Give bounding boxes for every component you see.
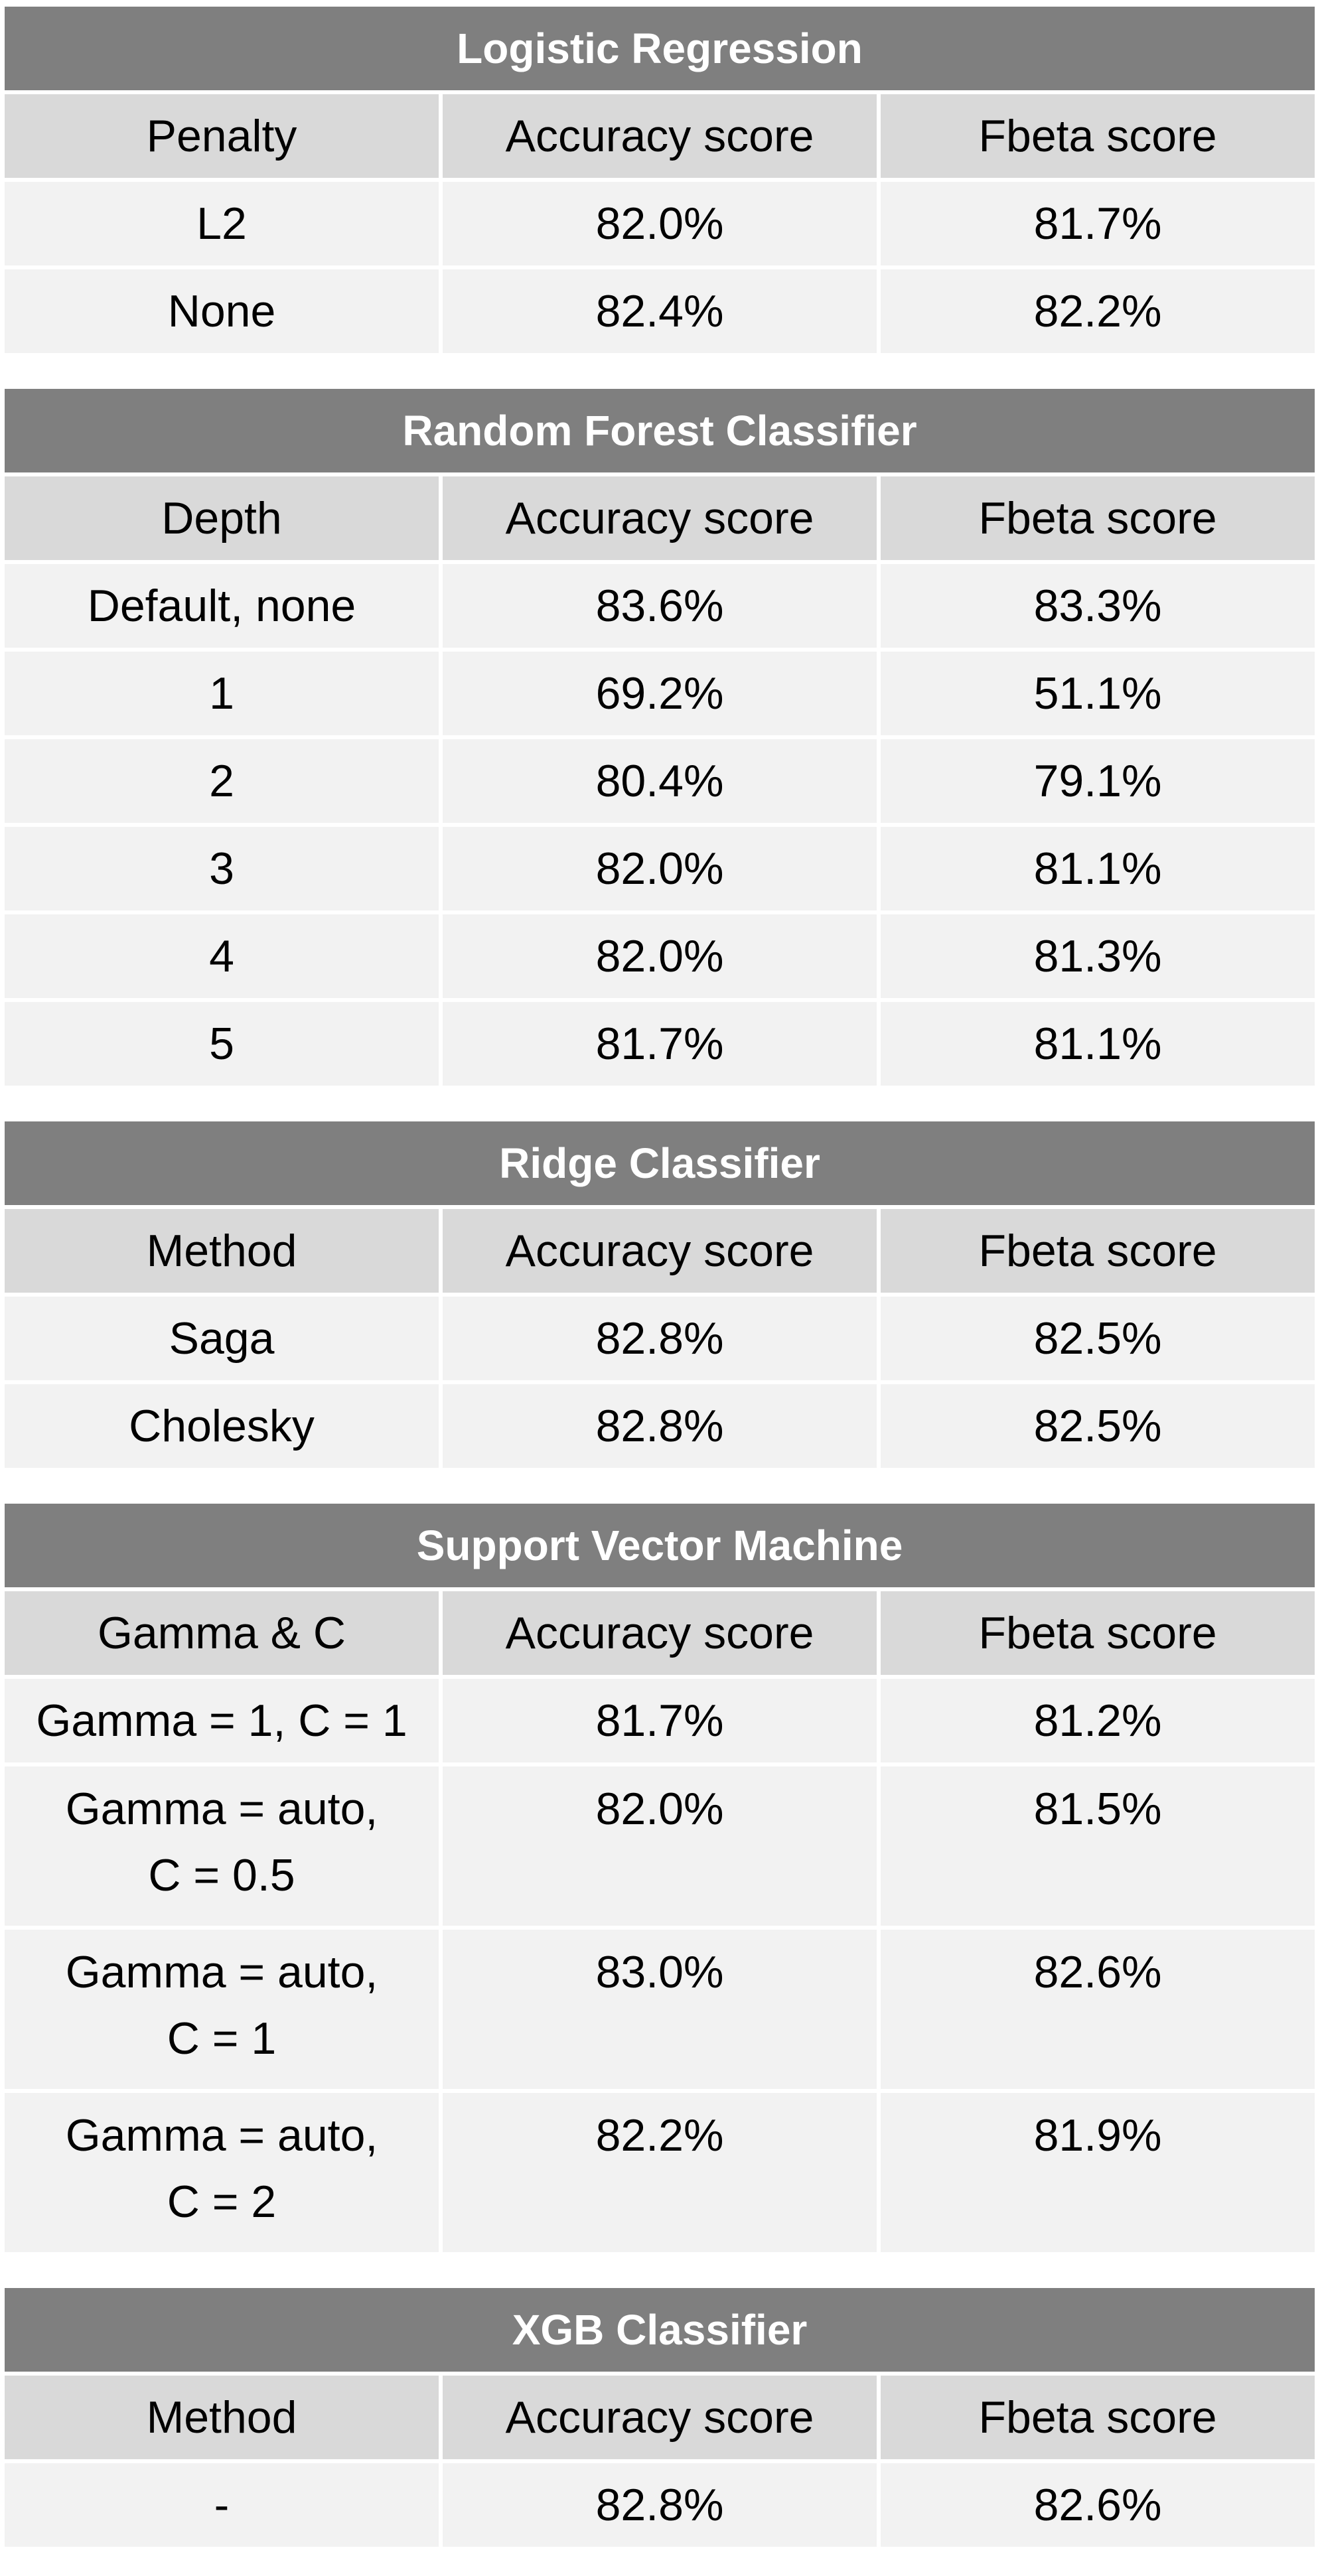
table-random-forest-classifier: Random Forest Classifier Depth Accuracy sc… xyxy=(5,385,1315,1090)
score-cell: 69.2% xyxy=(443,652,877,735)
results-table: XGB Classifier Method Accuracy score Fbeta … xyxy=(1,2284,1319,2551)
table-row: 1 69.2% 51.1% xyxy=(5,652,1315,735)
results-table: Ridge Classifier Method Accuracy score Fbet… xyxy=(1,1117,1319,1472)
score-cell: 81.2% xyxy=(881,1679,1315,1762)
row-label-cell: 3 xyxy=(5,827,439,910)
score-cell: 81.7% xyxy=(443,1679,877,1762)
row-label-cell: Saga xyxy=(5,1297,439,1380)
column-header: Fbeta score xyxy=(881,1209,1315,1293)
score-cell: 79.1% xyxy=(881,739,1315,823)
column-header: Gamma & C xyxy=(5,1591,439,1675)
score-cell: 82.8% xyxy=(443,2463,877,2547)
score-cell: 51.1% xyxy=(881,652,1315,735)
score-cell: 81.9% xyxy=(881,2093,1315,2252)
table-title: Logistic Regression xyxy=(5,7,1315,90)
score-cell: 81.1% xyxy=(881,1002,1315,1086)
column-header: Accuracy score xyxy=(443,2376,877,2459)
score-cell: 82.5% xyxy=(881,1297,1315,1380)
score-cell: 81.1% xyxy=(881,827,1315,910)
table-row: -82.8% 82.6% xyxy=(5,2463,1315,2547)
column-header: Penalty xyxy=(5,94,439,178)
results-tables: Logistic Regression Penalty Accuracy score… xyxy=(5,7,1315,2547)
row-label-cell: L2 xyxy=(5,182,439,265)
row-label-cell: Gamma = 1, C = 1 xyxy=(5,1679,439,1762)
results-table: Random Forest Classifier Depth Accuracy sc… xyxy=(1,385,1319,1090)
score-cell: 82.0% xyxy=(443,827,877,910)
column-header: Accuracy score xyxy=(443,1591,877,1675)
table-row: 4 82.0% 81.3% xyxy=(5,914,1315,998)
score-cell: 82.0% xyxy=(443,182,877,265)
column-header: Accuracy score xyxy=(443,476,877,560)
row-label-cell: 4 xyxy=(5,914,439,998)
row-label-cell: Default, none xyxy=(5,564,439,648)
table-title: XGB Classifier xyxy=(5,2288,1315,2372)
score-cell: 82.6% xyxy=(881,1930,1315,2089)
score-cell: 82.2% xyxy=(881,269,1315,353)
score-cell: 80.4% xyxy=(443,739,877,823)
row-label-cell: - xyxy=(5,2463,439,2547)
table-row: Saga 82.8% 82.5% xyxy=(5,1297,1315,1380)
table-row: 3 82.0% 81.1% xyxy=(5,827,1315,910)
score-cell: 82.6% xyxy=(881,2463,1315,2547)
row-label-cell: Gamma = auto, C = 0.5 xyxy=(5,1766,439,1926)
column-header: Method xyxy=(5,2376,439,2459)
column-header: Depth xyxy=(5,476,439,560)
score-cell: 82.5% xyxy=(881,1384,1315,1468)
table-title: Random Forest Classifier xyxy=(5,389,1315,472)
row-label-cell: Cholesky xyxy=(5,1384,439,1468)
results-table: Support Vector Machine Gamma & C Accuracy … xyxy=(1,1500,1319,2256)
score-cell: 83.0% xyxy=(443,1930,877,2089)
column-header: Accuracy score xyxy=(443,94,877,178)
table-row: Gamma = auto, C = 2 82.2% 81.9% xyxy=(5,2093,1315,2252)
table-ridge-classifier: Ridge Classifier Method Accuracy score Fbet… xyxy=(5,1117,1315,1472)
column-header: Fbeta score xyxy=(881,2376,1315,2459)
table-row: L2 82.0% 81.7% xyxy=(5,182,1315,265)
results-table: Logistic Regression Penalty Accuracy score… xyxy=(1,3,1319,357)
score-cell: 81.3% xyxy=(881,914,1315,998)
table-support-vector-machine: Support Vector Machine Gamma & C Accuracy … xyxy=(5,1500,1315,2256)
row-label-cell: 1 xyxy=(5,652,439,735)
table-row: 5 81.7% 81.1% xyxy=(5,1002,1315,1086)
table-logistic-regression: Logistic Regression Penalty Accuracy score… xyxy=(5,3,1315,357)
column-header: Accuracy score xyxy=(443,1209,877,1293)
score-cell: 83.6% xyxy=(443,564,877,648)
table-row: 2 80.4% 79.1% xyxy=(5,739,1315,823)
score-cell: 82.0% xyxy=(443,1766,877,1926)
score-cell: 82.0% xyxy=(443,914,877,998)
score-cell: 82.8% xyxy=(443,1297,877,1380)
table-row: Gamma = auto, C = 0.5 82.0% 81.5% xyxy=(5,1766,1315,1926)
score-cell: 82.4% xyxy=(443,269,877,353)
table-title: Ridge Classifier xyxy=(5,1121,1315,1205)
table-row: Default, none 83.6% 83.3% xyxy=(5,564,1315,648)
row-label-cell: 5 xyxy=(5,1002,439,1086)
score-cell: 83.3% xyxy=(881,564,1315,648)
row-label-cell: None xyxy=(5,269,439,353)
table-row: Gamma = auto, C = 1 83.0% 82.6% xyxy=(5,1930,1315,2089)
score-cell: 82.8% xyxy=(443,1384,877,1468)
column-header: Fbeta score xyxy=(881,94,1315,178)
row-label-cell: Gamma = auto, C = 2 xyxy=(5,2093,439,2252)
table-row: None 82.4% 82.2% xyxy=(5,269,1315,353)
table-xgb-classifier: XGB Classifier Method Accuracy score Fbeta … xyxy=(5,2284,1315,2551)
column-header: Method xyxy=(5,1209,439,1293)
score-cell: 81.7% xyxy=(443,1002,877,1086)
score-cell: 81.7% xyxy=(881,182,1315,265)
column-header: Fbeta score xyxy=(881,476,1315,560)
score-cell: 82.2% xyxy=(443,2093,877,2252)
row-label-cell: 2 xyxy=(5,739,439,823)
row-label-cell: Gamma = auto, C = 1 xyxy=(5,1930,439,2089)
column-header: Fbeta score xyxy=(881,1591,1315,1675)
table-row: Cholesky 82.8% 82.5% xyxy=(5,1384,1315,1468)
table-title: Support Vector Machine xyxy=(5,1504,1315,1587)
table-row: Gamma = 1, C = 1 81.7% 81.2% xyxy=(5,1679,1315,1762)
score-cell: 81.5% xyxy=(881,1766,1315,1926)
